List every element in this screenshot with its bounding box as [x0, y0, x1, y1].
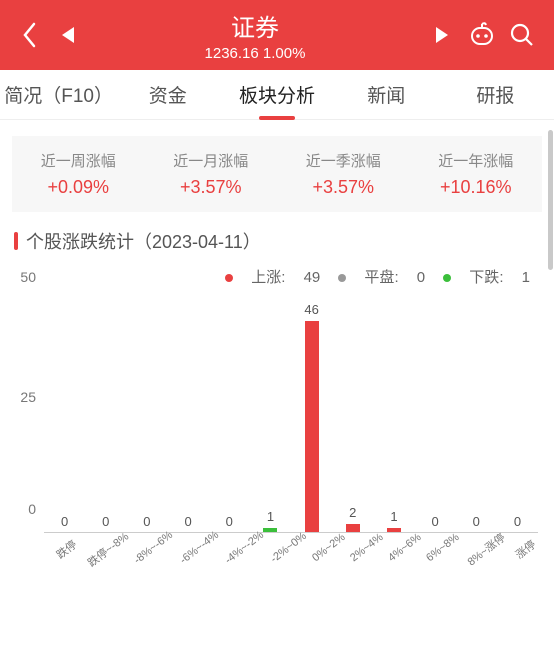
stat-value: +0.09% — [12, 177, 145, 198]
bar-value-label: 0 — [432, 514, 439, 529]
chart-legend: 上涨: 49 平盘: 0 下跌: 1 — [0, 266, 554, 287]
bar-slot: 0 — [168, 303, 209, 533]
tab-0[interactable]: 简况（F10） — [4, 69, 113, 120]
bar-slot: 2 — [332, 303, 373, 533]
x-label: 涨停 — [507, 532, 554, 593]
tab-2[interactable]: 板块分析 — [222, 69, 331, 120]
bar-slot: 46 — [291, 303, 332, 533]
bar-value-label: 0 — [102, 514, 109, 529]
bar-slot: 0 — [85, 303, 126, 533]
stat-1: 近一月涨幅 +3.57% — [145, 150, 278, 198]
bar-slot: 1 — [373, 303, 414, 533]
bar-slot: 0 — [456, 303, 497, 533]
bar-slot: 0 — [209, 303, 250, 533]
bar-slot: 0 — [44, 303, 85, 533]
triangle-right-icon — [434, 26, 450, 44]
header-subtitle: 1236.16 1.00% — [88, 45, 422, 62]
search-button[interactable] — [502, 22, 542, 48]
tab-4[interactable]: 研报 — [441, 69, 550, 120]
search-icon — [509, 22, 535, 48]
header-title-block: 证券 1236.16 1.00% — [88, 8, 422, 62]
header-change: 1.00% — [263, 45, 306, 62]
y-tick: 50 — [20, 269, 36, 285]
tab-1[interactable]: 资金 — [113, 69, 222, 120]
legend-up: 上涨: 49 — [225, 269, 320, 286]
bar-value-label: 0 — [184, 514, 191, 529]
y-tick: 0 — [28, 501, 36, 517]
bar-value-label: 46 — [304, 302, 318, 317]
legend-down: 下跌: 1 — [443, 269, 530, 286]
stat-label: 近一周涨幅 — [12, 150, 145, 171]
assistant-button[interactable] — [462, 22, 502, 48]
bar-value-label: 0 — [514, 514, 521, 529]
stats-card: 近一周涨幅+0.09%近一月涨幅+3.57%近一季涨幅+3.57%近一年涨幅+1… — [12, 136, 542, 212]
chart: 02550 0000014621000 跌停跌停~-8%-8%~-6%-6%~-… — [10, 293, 544, 593]
stat-label: 近一年涨幅 — [410, 150, 543, 171]
stat-label: 近一月涨幅 — [145, 150, 278, 171]
header-title: 证券 — [88, 8, 422, 43]
section-title-text: 个股涨跌统计（2023-04-11） — [26, 228, 261, 254]
stat-label: 近一季涨幅 — [277, 150, 410, 171]
bar-value-label: 2 — [349, 505, 356, 520]
stat-3: 近一年涨幅 +10.16% — [410, 150, 543, 198]
chevron-left-icon — [22, 22, 38, 48]
bar-value-label: 0 — [473, 514, 480, 529]
bar-value-label: 0 — [61, 514, 68, 529]
stat-value: +3.57% — [277, 177, 410, 198]
back-button[interactable] — [12, 22, 48, 48]
bar-value-label: 0 — [226, 514, 233, 529]
section-title: 个股涨跌统计（2023-04-11） — [14, 228, 540, 254]
bar-value-label: 0 — [143, 514, 150, 529]
plot-area: 0 0 0 0 0 1 46 2 1 0 0 0 — [44, 303, 538, 533]
triangle-left-icon — [60, 26, 76, 44]
y-axis: 02550 — [10, 293, 40, 533]
bar-slot: 0 — [126, 303, 167, 533]
bar-value-label: 1 — [390, 509, 397, 524]
stat-value: +10.16% — [410, 177, 543, 198]
header: 证券 1236.16 1.00% — [0, 0, 554, 70]
bar-value-label: 1 — [267, 509, 274, 524]
robot-icon — [468, 22, 496, 48]
prev-button[interactable] — [48, 26, 88, 44]
tabs: 简况（F10）资金板块分析新闻研报 — [0, 70, 554, 120]
bar-slot: 0 — [415, 303, 456, 533]
stat-value: +3.57% — [145, 177, 278, 198]
legend-flat: 平盘: 0 — [338, 269, 425, 286]
y-tick: 25 — [20, 389, 36, 405]
header-price: 1236.16 — [205, 45, 259, 62]
next-button[interactable] — [422, 26, 462, 44]
bar-slot: 1 — [250, 303, 291, 533]
tab-3[interactable]: 新闻 — [332, 69, 441, 120]
bar — [305, 321, 319, 533]
bar-slot: 0 — [497, 303, 538, 533]
stat-0: 近一周涨幅 +0.09% — [12, 150, 145, 198]
x-axis-labels: 跌停跌停~-8%-8%~-6%-6%~-4%-4%~-2%-2%~0%0%~2%… — [44, 533, 538, 593]
bars: 0 0 0 0 0 1 46 2 1 0 0 0 — [44, 303, 538, 533]
scrollbar[interactable] — [548, 130, 553, 270]
stat-2: 近一季涨幅 +3.57% — [277, 150, 410, 198]
